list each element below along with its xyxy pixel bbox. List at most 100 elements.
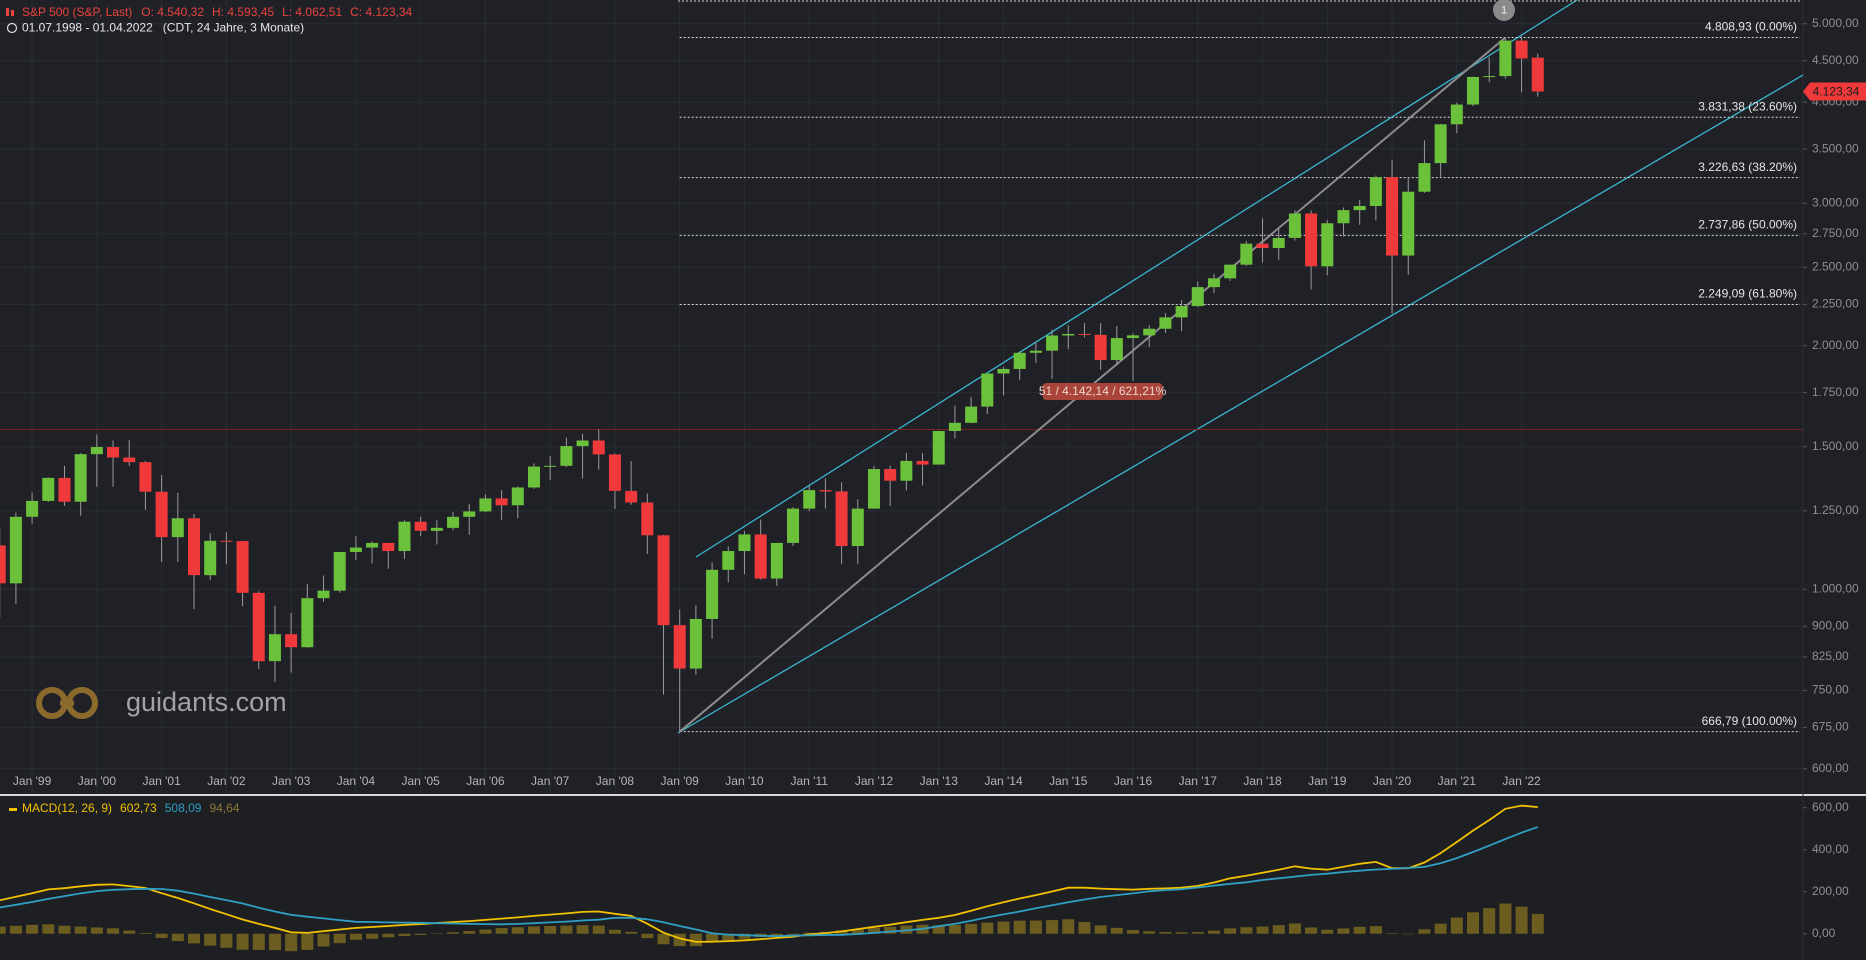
candle-body bbox=[301, 598, 314, 648]
ohlc-label: C: 4.123,34 bbox=[350, 5, 412, 19]
fib-label: 3.831,38 (23.60%) bbox=[1698, 99, 1797, 113]
x-tick-label: Jan '11 bbox=[791, 774, 829, 788]
histogram-bar bbox=[188, 933, 200, 944]
macd-title: MACD(12, 26, 9) bbox=[22, 801, 112, 815]
candle-body bbox=[107, 447, 120, 458]
grid: 600,00 675,00 750,00 825,00 900,00 1.000,00 1.… bbox=[0, 0, 1859, 940]
x-tick-label: Jan '04 bbox=[337, 774, 376, 788]
legend-value: 94,64 bbox=[209, 801, 239, 815]
histogram-bar bbox=[42, 924, 55, 934]
candle-body bbox=[188, 518, 200, 576]
histogram-bar bbox=[1369, 926, 1382, 934]
histogram-bar bbox=[1110, 927, 1123, 934]
x-tick-label: Jan '15 bbox=[1049, 774, 1088, 788]
candle-body bbox=[1046, 335, 1059, 351]
histogram-bar bbox=[430, 933, 443, 935]
candle-body bbox=[997, 368, 1010, 374]
candle-body bbox=[1353, 205, 1366, 211]
candle-body bbox=[641, 502, 654, 536]
histogram-bar bbox=[107, 928, 120, 934]
candle-body bbox=[738, 534, 751, 552]
histogram-bar bbox=[1450, 917, 1463, 934]
legend-swatch bbox=[9, 808, 17, 811]
histogram-bar bbox=[268, 933, 281, 951]
y-tick-label: 750,00 bbox=[1812, 683, 1849, 697]
y-tick-label: 1.250,00 bbox=[1812, 503, 1859, 517]
histogram-bar bbox=[414, 933, 427, 936]
candle-body bbox=[58, 477, 71, 502]
histogram-bar bbox=[787, 933, 800, 935]
macd-line bbox=[0, 826, 1539, 938]
candle-body bbox=[1321, 223, 1334, 267]
candle-body bbox=[689, 618, 702, 669]
candle-body bbox=[74, 454, 87, 502]
y-tick-label: 1.750,00 bbox=[1812, 385, 1859, 399]
histogram-bar bbox=[9, 925, 22, 934]
histogram-bar bbox=[463, 931, 476, 934]
y-tick-label: 400,00 bbox=[1812, 842, 1849, 856]
candle-body bbox=[1240, 243, 1253, 265]
candle-body bbox=[1450, 104, 1463, 125]
histogram-bar bbox=[511, 927, 524, 934]
histogram-bar bbox=[495, 928, 508, 934]
candle-body bbox=[42, 477, 55, 501]
candle-body bbox=[900, 460, 913, 481]
histogram-bar bbox=[544, 925, 557, 934]
histogram-bar bbox=[1175, 932, 1188, 934]
measure-label-box bbox=[1042, 383, 1163, 400]
clock-icon bbox=[6, 22, 18, 34]
x-tick-label: Jan '10 bbox=[725, 774, 764, 788]
histogram-bar bbox=[997, 921, 1010, 934]
histogram-bar bbox=[139, 932, 152, 934]
macd-legend: MACD(12, 26, 9) 602,73 508,09 94,64 bbox=[9, 801, 240, 815]
candle-body bbox=[463, 511, 476, 517]
candle-body bbox=[220, 540, 233, 542]
price-tag-label: 4.123,34 bbox=[1813, 85, 1860, 99]
candle-body bbox=[948, 422, 961, 432]
header: S&P 500 (S&P, Last) 01.07.1998 - 01.04.2… bbox=[6, 5, 412, 35]
histogram-bar bbox=[479, 929, 492, 934]
histogram-bar bbox=[447, 932, 460, 934]
y-tick-label: 600,00 bbox=[1812, 800, 1849, 814]
histogram-bar bbox=[1321, 929, 1334, 934]
histogram-bar bbox=[867, 927, 880, 934]
main-panel bbox=[0, 0, 1866, 795]
histogram-bar bbox=[948, 924, 961, 934]
candle-body bbox=[965, 406, 978, 423]
histogram-bar bbox=[0, 926, 6, 934]
histogram-bar bbox=[1467, 912, 1480, 934]
histogram-bar bbox=[1191, 932, 1204, 934]
histogram-bar bbox=[252, 933, 265, 950]
candle-body bbox=[527, 466, 540, 488]
histogram-bar bbox=[90, 927, 103, 934]
histogram-bar bbox=[884, 926, 897, 934]
fib-label: 2.737,86 (50.00%) bbox=[1698, 218, 1797, 232]
histogram-bar bbox=[204, 933, 217, 946]
candle-body bbox=[1127, 335, 1140, 339]
date-range: 01.07.1998 - 01.04.2022 bbox=[22, 21, 153, 35]
candle-body bbox=[673, 625, 686, 669]
candle-body bbox=[333, 551, 346, 591]
candle-body bbox=[252, 592, 265, 662]
candle-body bbox=[139, 462, 152, 492]
histogram-bar bbox=[1127, 929, 1140, 934]
candle-body bbox=[1434, 124, 1447, 164]
y-tick-label: 2.750,00 bbox=[1812, 226, 1859, 240]
candle-body bbox=[819, 490, 832, 492]
y-tick-label: 2.500,00 bbox=[1812, 259, 1859, 273]
candle-body bbox=[0, 545, 6, 584]
y-tick-label: 3.000,00 bbox=[1812, 195, 1859, 209]
histogram-bar bbox=[1062, 919, 1075, 934]
y-tick-label: 825,00 bbox=[1812, 649, 1849, 663]
y-tick-label: 0,00 bbox=[1812, 926, 1836, 940]
candle-body bbox=[1094, 334, 1107, 361]
histogram-bar bbox=[1418, 929, 1431, 934]
candle-body bbox=[1062, 333, 1075, 336]
histogram-bar bbox=[1483, 908, 1496, 934]
candle-body bbox=[981, 373, 994, 407]
candle-body bbox=[884, 469, 897, 481]
candle-body bbox=[706, 569, 719, 619]
fib-label: 2.249,09 (61.80%) bbox=[1698, 287, 1797, 301]
y-tick-label: 1.500,00 bbox=[1812, 439, 1859, 453]
candle-body bbox=[511, 487, 524, 506]
